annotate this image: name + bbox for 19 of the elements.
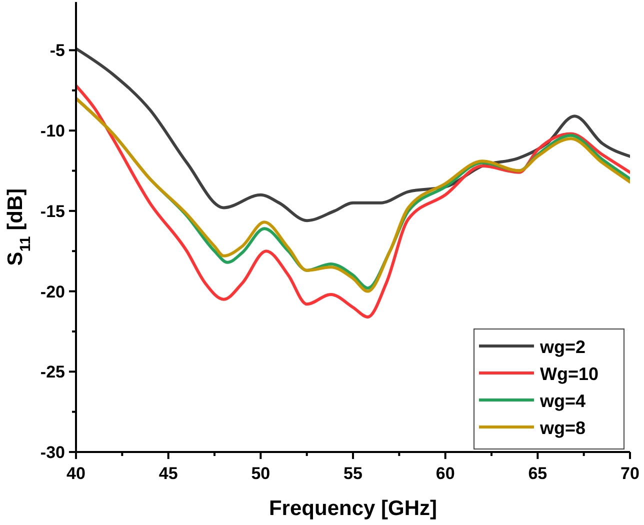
legend-label: Wg=10 (540, 364, 599, 384)
x-tick-label: 70 (620, 464, 640, 483)
x-tick-label: 45 (158, 464, 178, 483)
x-axis-title: Frequency [GHz] (268, 497, 438, 520)
y-tick-label: -20 (40, 282, 65, 302)
y-tick-label: -30 (40, 443, 65, 462)
x-tick-label: 55 (344, 464, 362, 483)
line-series (76, 84, 630, 318)
y-tick-label: -25 (40, 362, 65, 382)
y-tick-label: -15 (40, 202, 65, 221)
legend-label: wg=2 (539, 337, 586, 357)
x-tick-label: 65 (528, 464, 548, 483)
legend-label: wg=4 (539, 391, 586, 411)
x-tick-label: 40 (66, 464, 86, 483)
y-tick-label: -10 (40, 122, 65, 141)
legend-label: wg=8 (539, 418, 586, 438)
x-tick-label: 50 (251, 464, 270, 483)
y-tick-label: -5 (50, 41, 65, 60)
x-tick-label: 60 (436, 464, 455, 483)
